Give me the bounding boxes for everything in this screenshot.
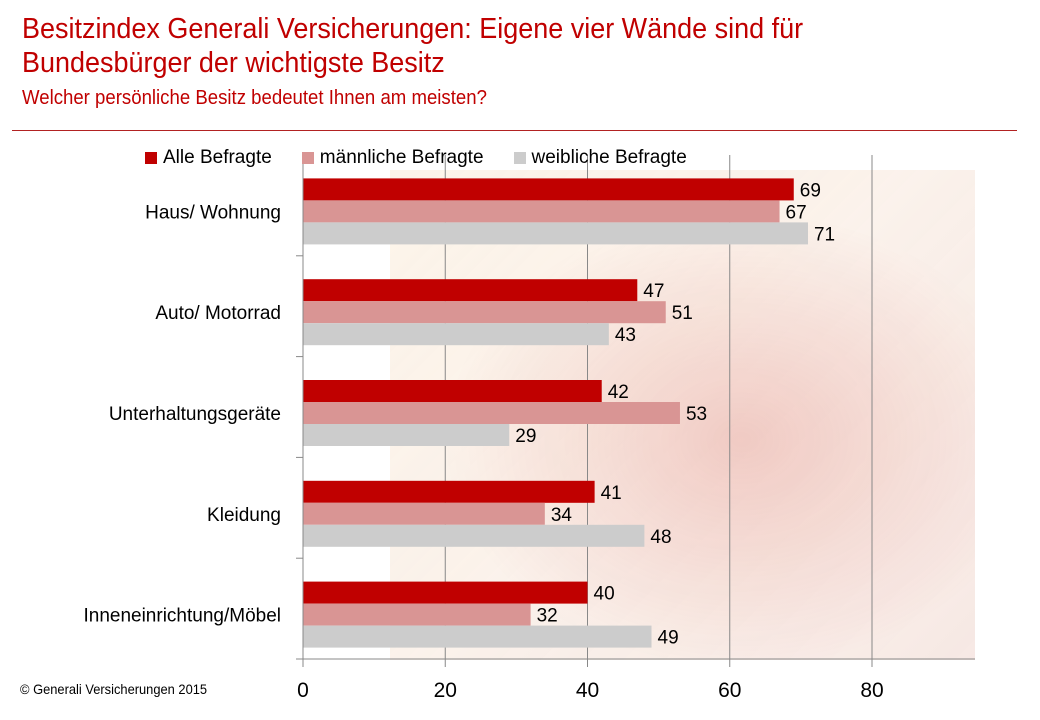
data-label: 51 — [672, 303, 693, 324]
bar — [303, 323, 609, 346]
legend-swatch — [301, 152, 314, 164]
legend: Alle Befragte männliche Befragte weibliche… — [145, 147, 717, 169]
chart-subtitle: Welcher persönliche Besitz bedeutet Ihne… — [22, 87, 487, 109]
legend-item: Alle Befragte — [145, 147, 272, 169]
data-label: 67 — [786, 202, 807, 223]
legend-label: weibliche Befragte — [531, 147, 687, 168]
bar — [303, 480, 595, 503]
legend-label: Alle Befragte — [163, 147, 272, 168]
chart-title: Besitzindex Generali Versicherungen: Eig… — [22, 13, 804, 79]
data-label: 43 — [615, 325, 636, 346]
data-label: 42 — [608, 382, 629, 403]
x-tick-label: 60 — [718, 679, 741, 702]
data-label: 69 — [800, 180, 821, 201]
bar — [303, 502, 545, 525]
data-label: 40 — [594, 584, 615, 605]
x-tick-label: 0 — [297, 679, 309, 702]
data-label: 71 — [814, 224, 835, 245]
data-label: 34 — [551, 505, 573, 526]
legend-swatch — [145, 152, 157, 164]
data-label: 29 — [515, 426, 536, 447]
bar — [303, 301, 666, 324]
x-tick-label: 80 — [860, 679, 883, 702]
category-label: Inneneinrichtung/Möbel — [83, 606, 281, 627]
category-label: Unterhaltungsgeräte — [109, 404, 281, 425]
bar — [303, 625, 652, 648]
bar — [303, 279, 638, 302]
bar — [303, 581, 588, 604]
bar — [303, 603, 531, 626]
bar — [303, 178, 794, 201]
data-label: 32 — [537, 606, 558, 627]
legend-item: männliche Befragte — [301, 147, 484, 169]
data-label: 47 — [643, 281, 664, 302]
x-tick-label: 20 — [434, 679, 457, 702]
legend-label: männliche Befragte — [319, 147, 484, 168]
category-label: Kleidung — [207, 505, 281, 526]
category-label: Auto/ Motorrad — [155, 303, 281, 324]
copyright-footer: © Generali Versicherungen 2015 — [20, 681, 208, 697]
bar — [303, 200, 780, 223]
data-label: 53 — [686, 404, 707, 425]
category-label: Haus/ Wohnung — [145, 202, 281, 223]
bar — [303, 524, 645, 547]
bar — [303, 402, 680, 424]
legend-item: weibliche Befragte — [513, 147, 687, 169]
data-label: 48 — [650, 527, 671, 548]
legend-swatch — [513, 152, 526, 164]
data-label: 41 — [601, 483, 622, 504]
x-tick-label: 40 — [576, 679, 599, 702]
data-label: 49 — [658, 628, 679, 649]
bar — [303, 222, 808, 245]
bar — [303, 424, 510, 446]
title-divider — [12, 130, 1017, 131]
bar — [303, 380, 602, 402]
